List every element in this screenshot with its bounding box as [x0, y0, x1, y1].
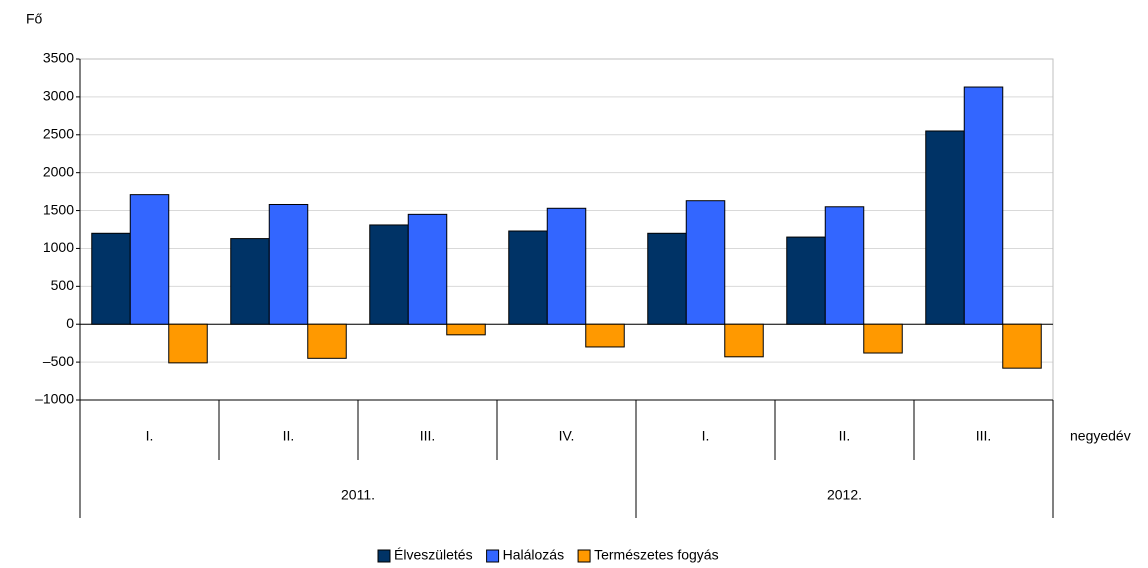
bar: [230, 238, 270, 325]
bar: [168, 323, 208, 364]
bar: [546, 207, 587, 325]
group-label: 2012.: [827, 487, 862, 503]
x-tick-label: I.: [146, 428, 154, 444]
x-tick-label: III.: [420, 428, 436, 444]
x-axis-label: negyedév: [1070, 428, 1131, 444]
bar: [407, 213, 448, 325]
bar: [129, 194, 170, 325]
y-tick-label: –500: [43, 353, 74, 369]
legend-label: Halálozás: [503, 547, 564, 563]
y-tick-label: 2000: [43, 163, 74, 179]
bar: [1002, 323, 1042, 369]
x-tick-label: II.: [839, 428, 851, 444]
bar: [369, 224, 409, 325]
legend-label: Élveszületés: [394, 547, 473, 563]
bar: [446, 323, 486, 336]
bar: [824, 206, 865, 325]
y-axis-label: Fő: [26, 11, 43, 27]
bar: [685, 200, 726, 325]
bar: [925, 130, 965, 325]
bar: [963, 86, 1004, 325]
bar: [508, 230, 548, 325]
legend-label: Természetes fogyás: [594, 547, 719, 563]
x-tick-label: IV.: [559, 428, 575, 444]
group-label: 2011.: [341, 487, 375, 503]
y-tick-label: 0: [66, 315, 74, 331]
bar: [786, 236, 826, 325]
bar: [91, 232, 131, 325]
x-tick-label: III.: [976, 428, 992, 444]
y-tick-label: 3500: [43, 50, 74, 66]
bar: [268, 203, 309, 325]
y-tick-label: –1000: [35, 391, 74, 407]
y-tick-label: 1500: [43, 201, 74, 217]
bar: [724, 323, 764, 358]
bar: [647, 232, 687, 325]
y-tick-label: 500: [51, 277, 75, 293]
y-tick-label: 2500: [43, 125, 74, 141]
bar: [307, 323, 347, 359]
y-tick-label: 3000: [43, 88, 74, 104]
bar: [585, 323, 625, 348]
y-tick-label: 1000: [43, 239, 74, 255]
x-tick-label: I.: [702, 428, 710, 444]
bar: [863, 323, 903, 354]
legend-swatch: [377, 549, 391, 563]
legend-swatch: [486, 549, 500, 563]
x-tick-label: II.: [283, 428, 295, 444]
legend-swatch: [577, 549, 591, 563]
